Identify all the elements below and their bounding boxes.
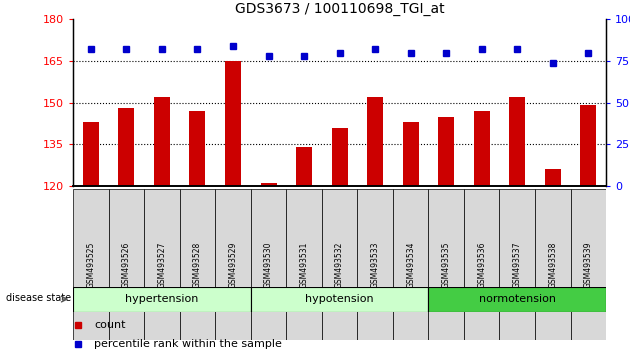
Bar (73, 287, 251, 312)
Bar (580, 105, 596, 186)
Bar (154, 97, 170, 186)
Bar (296, 147, 312, 186)
Text: GSM493538: GSM493538 (548, 241, 558, 288)
Text: normotension: normotension (479, 294, 556, 304)
Bar (83, 122, 99, 186)
Bar (571, 189, 606, 340)
Text: GSM493530: GSM493530 (264, 241, 273, 288)
Text: GSM493532: GSM493532 (335, 241, 344, 288)
Text: GSM493527: GSM493527 (158, 241, 166, 288)
Bar (225, 61, 241, 186)
Bar (144, 189, 180, 340)
Bar (509, 97, 525, 186)
Text: hypotension: hypotension (306, 294, 374, 304)
Bar (190, 111, 205, 186)
Bar (331, 128, 348, 186)
Bar (438, 116, 454, 186)
Text: GSM493539: GSM493539 (584, 241, 593, 288)
Text: GSM493534: GSM493534 (406, 241, 415, 288)
Bar (180, 189, 215, 340)
Text: GSM493526: GSM493526 (122, 241, 131, 288)
Bar (535, 189, 571, 340)
Bar (251, 287, 428, 312)
Bar (251, 189, 286, 340)
Title: GDS3673 / 100110698_TGI_at: GDS3673 / 100110698_TGI_at (235, 2, 444, 16)
Text: hypertension: hypertension (125, 294, 198, 304)
Text: GSM493528: GSM493528 (193, 241, 202, 288)
Text: count: count (94, 320, 126, 330)
Text: percentile rank within the sample: percentile rank within the sample (94, 339, 282, 349)
Text: disease state: disease state (6, 293, 71, 303)
Text: GSM493525: GSM493525 (86, 241, 95, 288)
Bar (215, 189, 251, 340)
Bar (108, 189, 144, 340)
Bar (428, 189, 464, 340)
Text: GSM493531: GSM493531 (299, 241, 309, 288)
Text: GSM493536: GSM493536 (477, 241, 486, 288)
Text: GSM493537: GSM493537 (513, 241, 522, 288)
Bar (367, 97, 383, 186)
Bar (322, 189, 357, 340)
Bar (464, 189, 500, 340)
Bar (393, 189, 428, 340)
Bar (403, 122, 418, 186)
Bar (428, 287, 606, 312)
Bar (118, 108, 134, 186)
Bar (73, 189, 108, 340)
Text: GSM493535: GSM493535 (442, 241, 450, 288)
Bar (357, 189, 393, 340)
Text: GSM493529: GSM493529 (229, 241, 238, 288)
Bar (500, 189, 535, 340)
Bar (474, 111, 490, 186)
Bar (286, 189, 322, 340)
Bar (261, 183, 277, 186)
Bar (545, 169, 561, 186)
Text: GSM493533: GSM493533 (370, 241, 380, 288)
